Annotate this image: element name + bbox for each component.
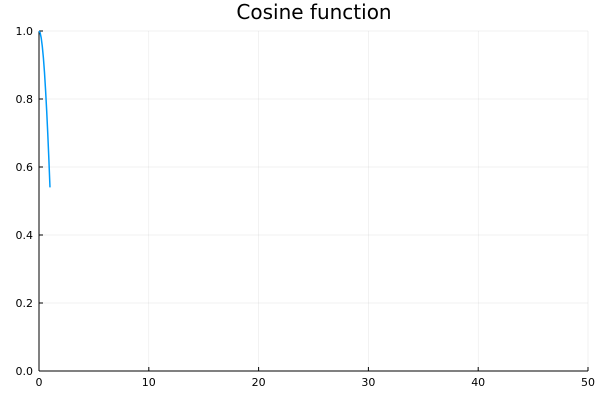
y-tick-label-0: 0.0 — [16, 365, 34, 378]
x-tick-label-2: 20 — [252, 376, 266, 389]
y-tick-label-4: 0.8 — [16, 93, 34, 106]
x-tick-label-4: 40 — [471, 376, 485, 389]
axes — [38, 30, 589, 372]
x-tick-label-5: 50 — [581, 376, 595, 389]
tick-labels: 0 10 20 30 40 50 0.0 0.2 0.4 0.6 0.8 1.0 — [16, 25, 596, 389]
series-line-0 — [38, 30, 51, 188]
series-layer — [38, 30, 51, 188]
y-tick-label-3: 0.6 — [16, 161, 34, 174]
x-tick-label-1: 10 — [142, 376, 156, 389]
grid-lines — [38, 30, 589, 372]
chart-title: Cosine function — [236, 0, 391, 24]
y-tick-label-2: 0.4 — [16, 229, 34, 242]
y-tick-label-1: 0.2 — [16, 297, 34, 310]
y-tick-label-5: 1.0 — [16, 25, 34, 38]
x-tick-label-3: 30 — [361, 376, 375, 389]
x-tick-label-0: 0 — [36, 376, 43, 389]
